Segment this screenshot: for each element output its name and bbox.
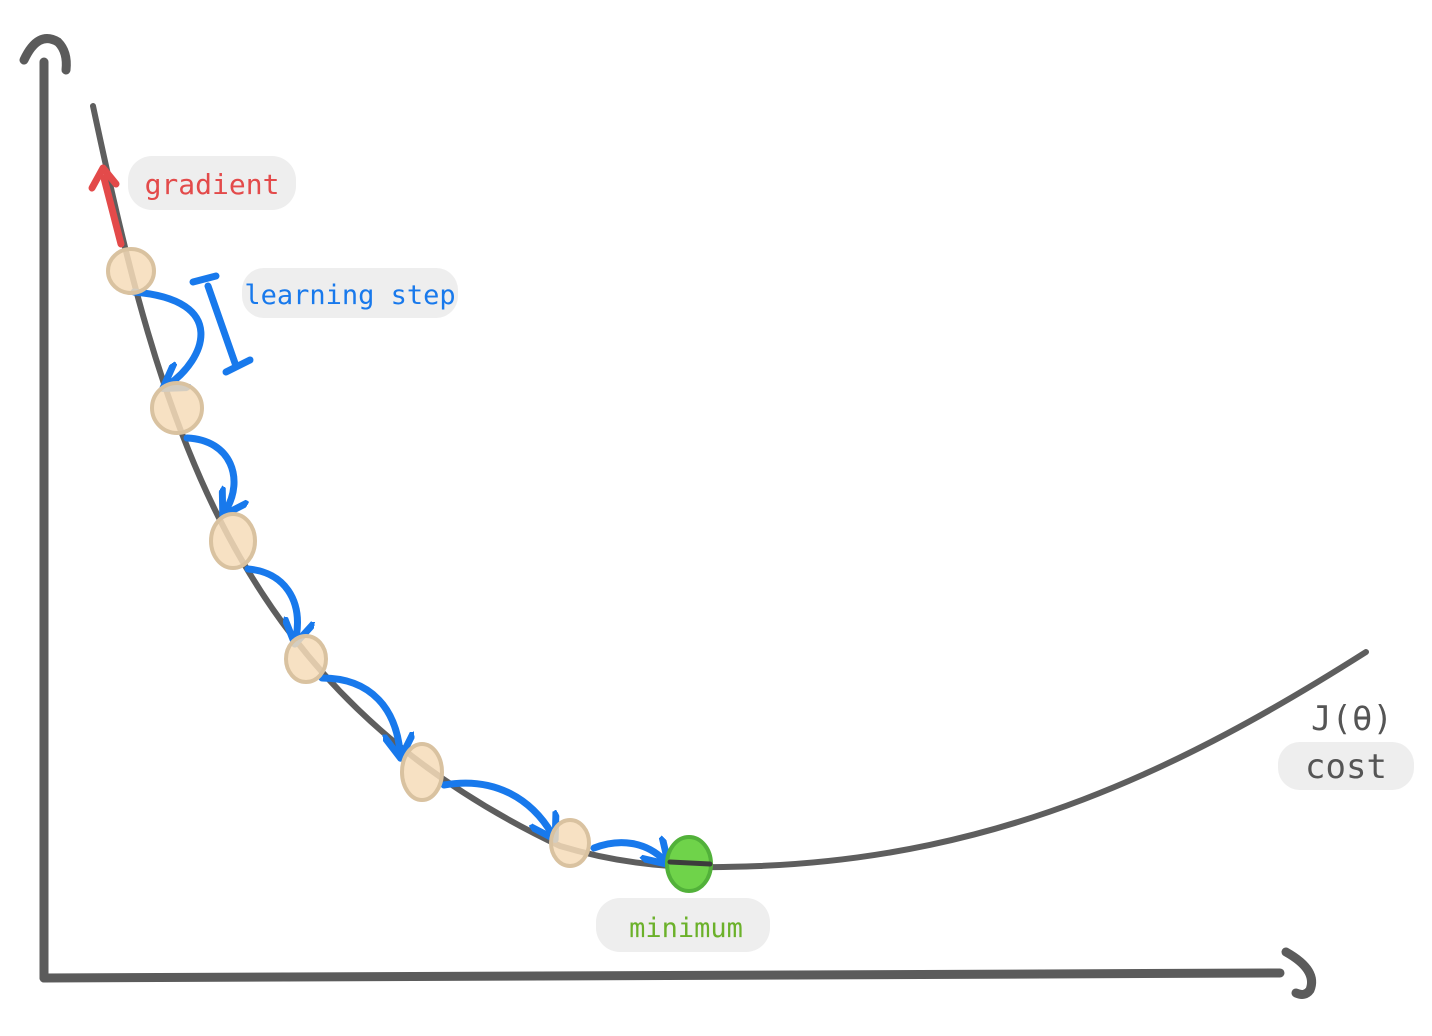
step-arrow-4: [318, 674, 400, 752]
learning-step-label-text: learning step: [244, 280, 455, 311]
x-axis: [39, 968, 1285, 983]
descent-point: [549, 818, 591, 868]
axes: [19, 34, 1316, 999]
learning-step-label: learning step: [242, 268, 458, 318]
cost-symbol-text: J(θ): [1311, 699, 1393, 739]
step-arrow-6: [590, 843, 664, 860]
gradient-arrow: [88, 164, 125, 248]
minimum-label: minimum: [596, 898, 770, 952]
y-axis-arrowhead: [19, 34, 71, 75]
descent-point: [400, 742, 444, 802]
minimum-point: [665, 835, 713, 893]
cost-label-text: cost: [1305, 747, 1387, 787]
x-axis-arrowhead: [1281, 947, 1316, 999]
step-arrow-1: [130, 288, 205, 385]
step-arrow-5: [440, 779, 552, 834]
descent-point: [209, 512, 257, 570]
cost-curve: [90, 103, 1369, 871]
step-arrows: [130, 288, 664, 860]
step-arrow-2: [183, 434, 234, 510]
minimum-label-text: minimum: [629, 913, 743, 944]
step-arrow-3: [244, 565, 297, 638]
descent-point: [106, 247, 156, 295]
descent-points: [106, 247, 591, 868]
gradient-label: gradient: [128, 156, 296, 210]
descent-point: [284, 634, 328, 684]
gradient-label-text: gradient: [145, 168, 280, 201]
learning-step-bracket: [189, 272, 254, 376]
descent-point: [150, 381, 204, 435]
cost-label: J(θ) cost: [1278, 699, 1414, 790]
